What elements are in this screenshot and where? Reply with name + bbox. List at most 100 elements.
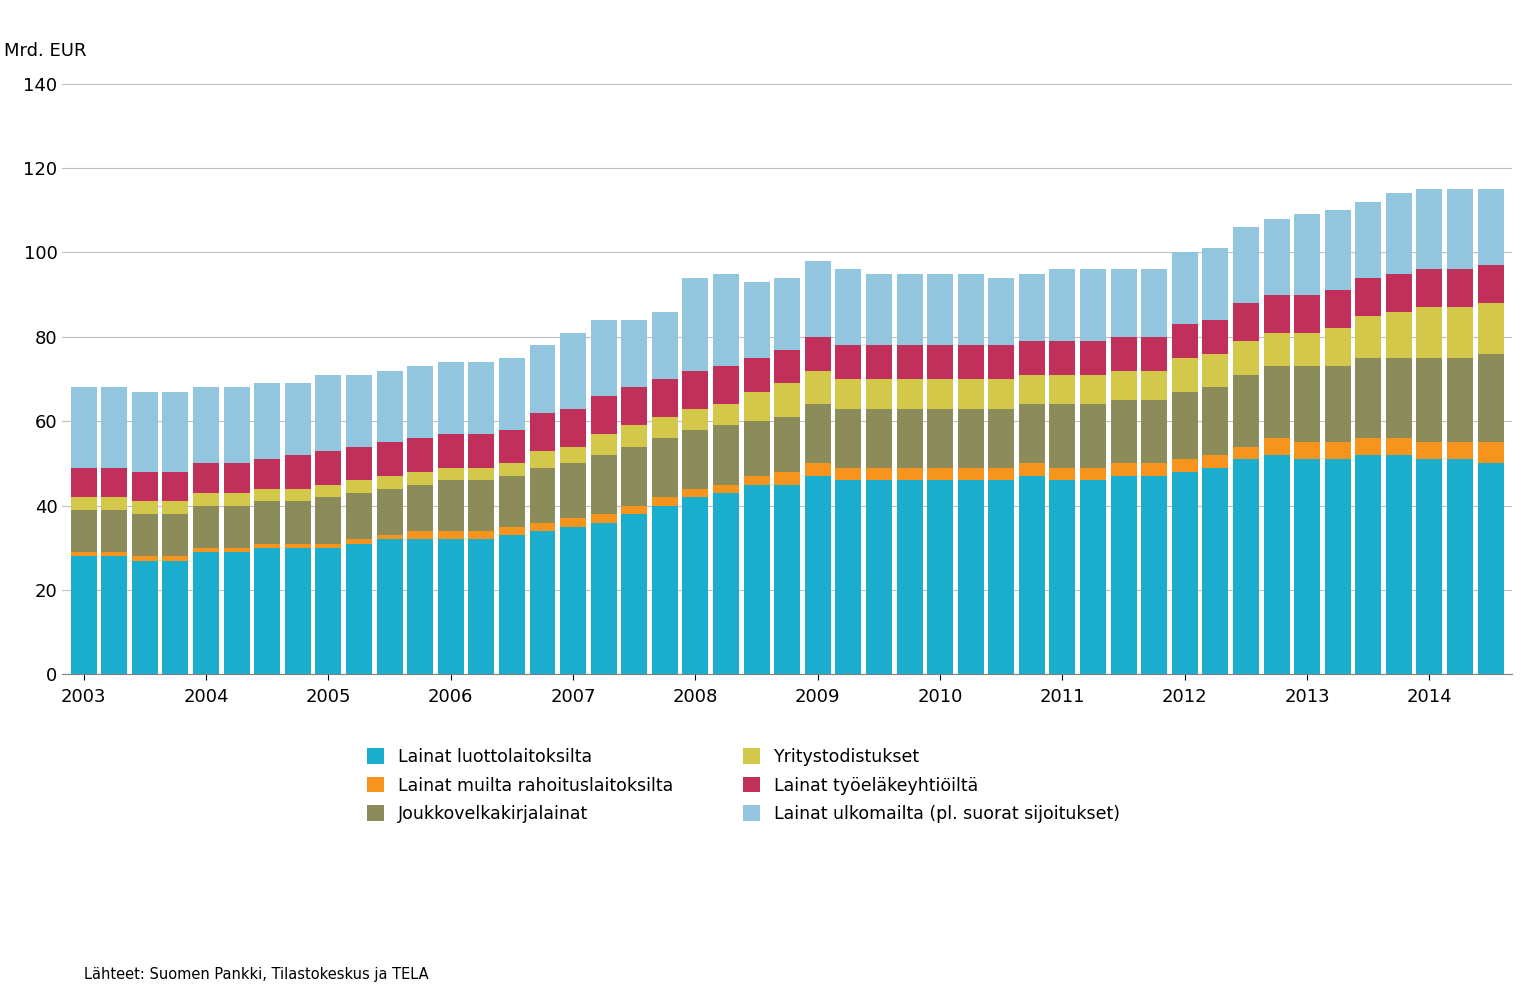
- Bar: [1387, 455, 1412, 674]
- Bar: [101, 552, 127, 556]
- Bar: [621, 447, 647, 505]
- Bar: [1356, 358, 1382, 438]
- Bar: [1202, 468, 1228, 674]
- Bar: [438, 434, 464, 468]
- Bar: [1232, 341, 1258, 375]
- Bar: [316, 498, 342, 543]
- Bar: [408, 539, 434, 674]
- Bar: [591, 514, 617, 522]
- Bar: [896, 379, 922, 409]
- Bar: [162, 472, 188, 501]
- Bar: [1110, 371, 1136, 400]
- Bar: [927, 409, 953, 468]
- Bar: [1049, 375, 1075, 405]
- Bar: [223, 505, 249, 548]
- Bar: [988, 468, 1014, 481]
- Bar: [70, 509, 96, 552]
- Bar: [1325, 460, 1351, 674]
- Bar: [1171, 324, 1197, 358]
- Bar: [1080, 341, 1106, 375]
- Bar: [1417, 307, 1443, 358]
- Bar: [255, 543, 281, 548]
- Bar: [1387, 438, 1412, 455]
- Bar: [1448, 358, 1474, 443]
- Bar: [835, 345, 861, 379]
- Bar: [896, 345, 922, 379]
- Bar: [1356, 278, 1382, 316]
- Bar: [805, 405, 831, 464]
- Bar: [1478, 303, 1504, 354]
- Bar: [560, 409, 586, 447]
- Bar: [316, 485, 342, 498]
- Bar: [347, 375, 373, 447]
- Bar: [1387, 311, 1412, 358]
- Bar: [988, 345, 1014, 379]
- Bar: [316, 543, 342, 548]
- Bar: [1049, 405, 1075, 468]
- Bar: [499, 535, 525, 674]
- Bar: [1232, 303, 1258, 341]
- Bar: [805, 371, 831, 405]
- Bar: [591, 455, 617, 514]
- Bar: [255, 501, 281, 543]
- Bar: [560, 464, 586, 518]
- Bar: [1478, 443, 1504, 464]
- Bar: [1448, 307, 1474, 358]
- Bar: [131, 514, 157, 556]
- Bar: [1080, 468, 1106, 481]
- Bar: [652, 498, 678, 505]
- Bar: [988, 278, 1014, 345]
- Bar: [70, 552, 96, 556]
- Bar: [469, 468, 495, 481]
- Bar: [1478, 265, 1504, 303]
- Bar: [316, 451, 342, 485]
- Bar: [1417, 443, 1443, 460]
- Bar: [1019, 341, 1044, 375]
- Bar: [223, 388, 249, 464]
- Bar: [192, 388, 218, 464]
- Bar: [560, 333, 586, 409]
- Bar: [70, 468, 96, 498]
- Bar: [591, 434, 617, 455]
- Bar: [223, 548, 249, 552]
- Bar: [1141, 337, 1167, 371]
- Bar: [1049, 341, 1075, 375]
- Bar: [469, 434, 495, 468]
- Bar: [988, 481, 1014, 674]
- Bar: [1293, 366, 1319, 443]
- Bar: [652, 379, 678, 417]
- Bar: [591, 396, 617, 434]
- Bar: [774, 383, 800, 417]
- Bar: [255, 383, 281, 460]
- Bar: [1141, 477, 1167, 674]
- Bar: [1171, 472, 1197, 674]
- Bar: [1448, 460, 1474, 674]
- Bar: [1263, 366, 1289, 438]
- Bar: [1417, 358, 1443, 443]
- Bar: [286, 548, 312, 674]
- Bar: [255, 489, 281, 501]
- Bar: [192, 505, 218, 548]
- Bar: [744, 485, 770, 674]
- Bar: [162, 560, 188, 674]
- Bar: [1232, 447, 1258, 460]
- Bar: [1080, 481, 1106, 674]
- Bar: [438, 362, 464, 434]
- Bar: [1202, 248, 1228, 320]
- Bar: [162, 514, 188, 556]
- Bar: [530, 531, 556, 674]
- Bar: [377, 535, 403, 539]
- Bar: [1080, 375, 1106, 405]
- Bar: [131, 392, 157, 472]
- Bar: [621, 320, 647, 388]
- Bar: [835, 269, 861, 345]
- Bar: [805, 261, 831, 337]
- Bar: [408, 438, 434, 472]
- Bar: [1325, 443, 1351, 460]
- Bar: [192, 548, 218, 552]
- Bar: [1110, 400, 1136, 464]
- Bar: [744, 422, 770, 477]
- Bar: [713, 405, 739, 426]
- Bar: [1171, 392, 1197, 460]
- Bar: [560, 447, 586, 464]
